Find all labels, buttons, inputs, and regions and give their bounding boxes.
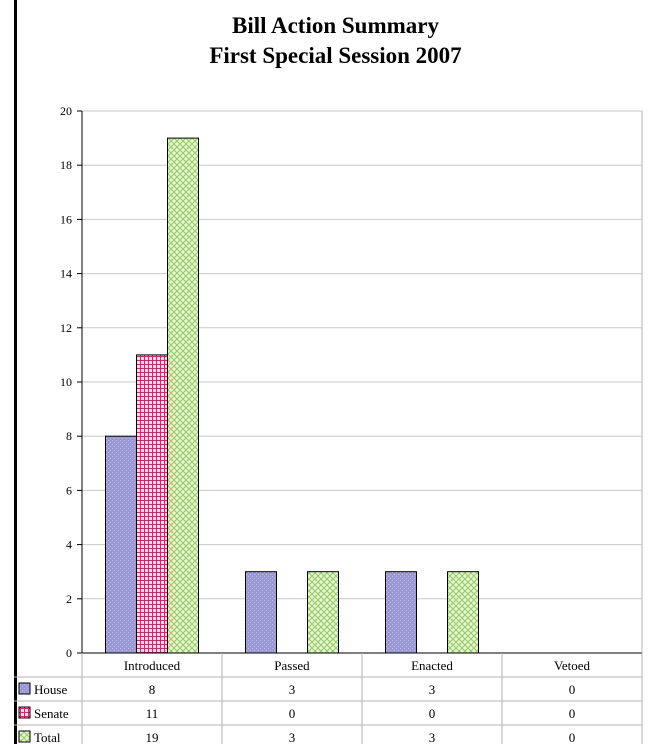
legend-label-house: House [34,682,67,697]
bar-house-enacted [385,571,417,654]
legend-label-total: Total [34,730,61,744]
y-tick-label: 14 [60,267,72,281]
data-label: 0 [429,706,436,721]
y-tick-label: 8 [66,429,72,443]
data-table: Introduced Passed Enacted Vetoed House 8 3 3 0 Se… [14,652,643,744]
data-label: 11 [146,706,159,721]
data-label: 0 [289,706,296,721]
category-label: Introduced [124,658,181,673]
data-label: 0 [569,706,576,721]
y-tick-label: 12 [60,321,72,335]
data-label: 19 [146,730,159,744]
category-label: Passed [274,658,310,673]
y-tick-label: 10 [60,375,72,389]
bar-senate-introduced [136,354,168,654]
chart-subtitle: First Special Session 2007 [209,43,462,68]
bar-house-passed [245,571,277,654]
y-tick-label: 18 [60,158,72,172]
chart-title: Bill Action Summary [231,13,439,38]
y-tick-label: 0 [66,646,72,660]
y-tick-label: 2 [66,592,72,606]
bars [105,137,479,654]
legend-label-senate: Senate [34,706,69,721]
category-label: Enacted [411,658,453,673]
data-label: 3 [429,682,436,697]
data-label: 3 [429,730,436,744]
bar-total-introduced [167,137,199,654]
y-tick-label: 6 [66,483,72,497]
bar-total-passed [307,571,339,654]
legend-key-total [18,730,31,743]
data-label: 8 [149,682,156,697]
category-label: Vetoed [554,658,591,673]
data-label: 0 [569,682,576,697]
y-tick-label: 20 [60,104,72,118]
data-label: 3 [289,730,296,744]
data-label: 3 [289,682,296,697]
bar-house-introduced [105,435,137,654]
data-label: 0 [569,730,576,744]
legend-key-house [18,682,31,695]
y-tick-label: 16 [60,212,72,226]
left-border [14,0,17,744]
y-tick-label: 4 [66,538,72,552]
legend-key-senate [18,706,31,719]
bar-total-enacted [447,571,479,654]
y-axis: 0 2 4 6 8 10 12 14 16 18 20 [60,104,83,660]
